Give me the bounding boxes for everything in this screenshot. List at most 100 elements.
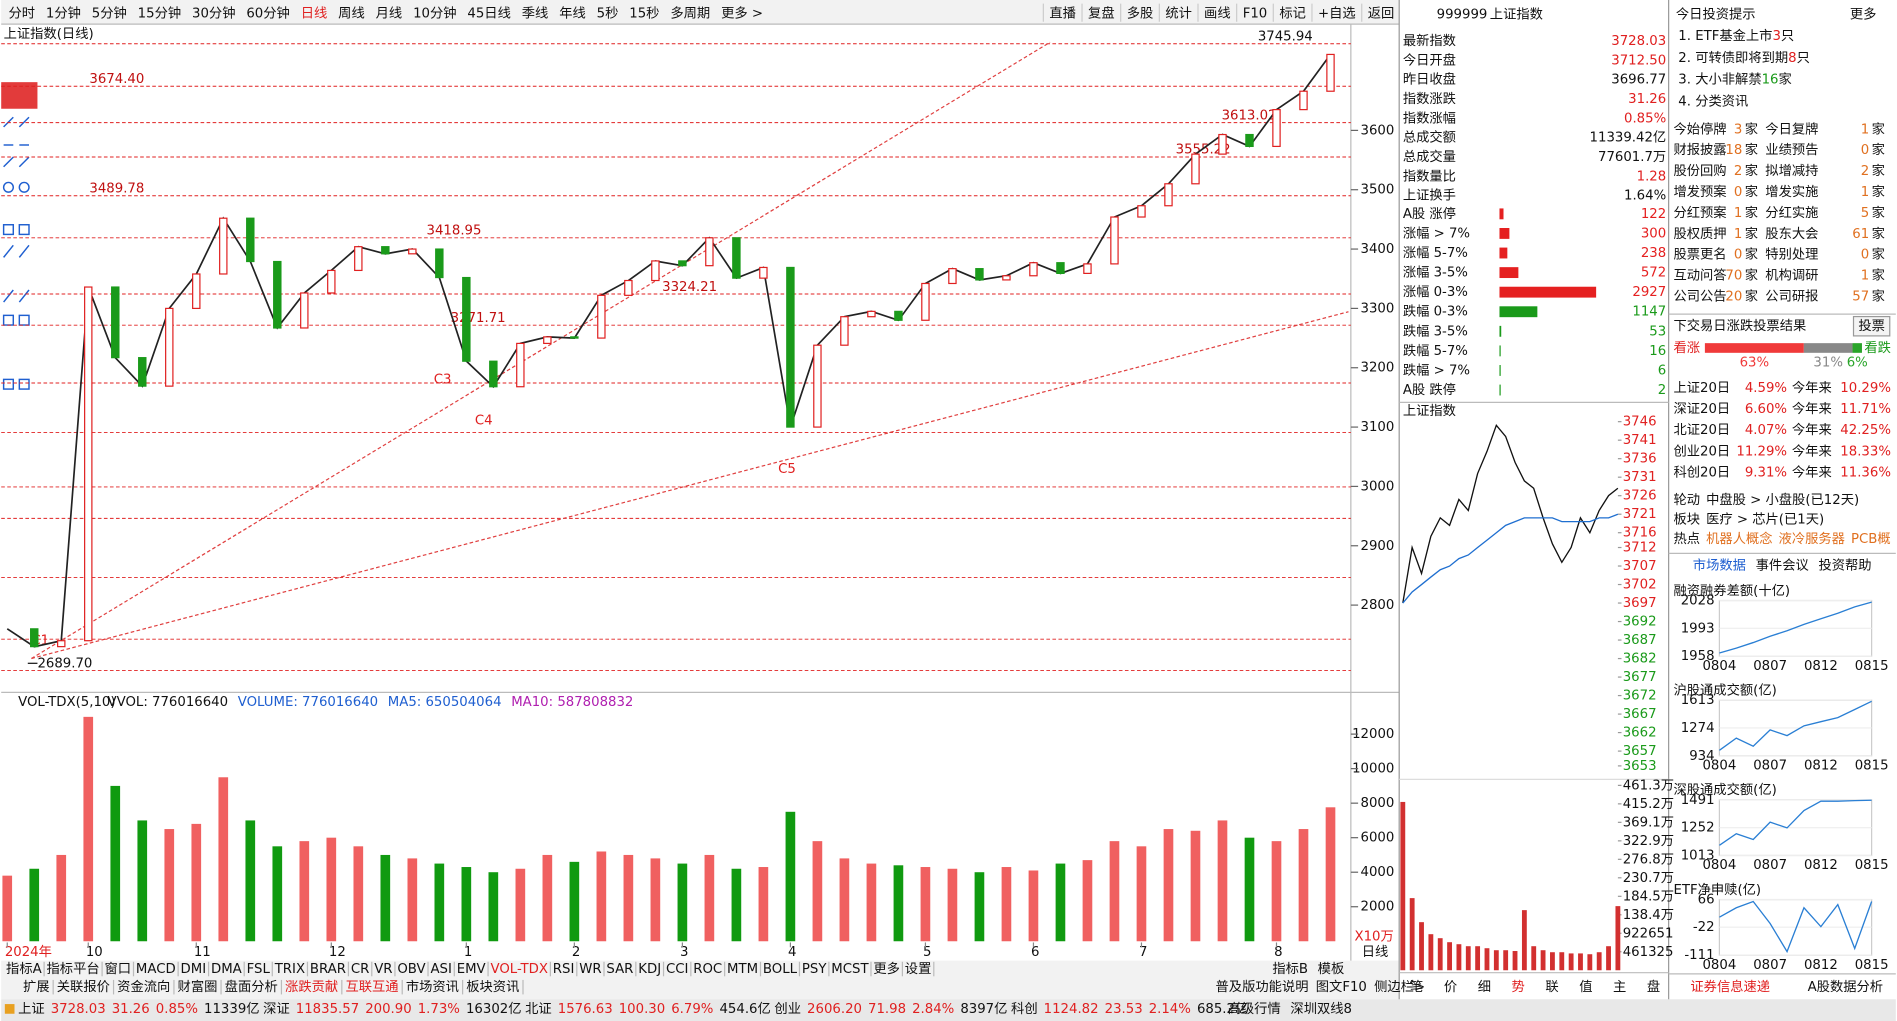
ext-tab[interactable]: 互联互通 [345,979,398,995]
more-link[interactable]: 更多 [1850,5,1877,22]
ext-tab[interactable]: 扩展 [23,979,50,995]
status-link[interactable]: 高级行情 [1228,1000,1281,1017]
ext-tab[interactable]: 关联报价 [57,979,110,995]
ext-tab[interactable]: 板块资讯 [466,979,519,995]
panel-title: 今日投资提示 [1676,6,1756,22]
period-tab[interactable]: 60分钟 [246,4,289,21]
period-tab[interactable]: 年线 [559,5,586,21]
ext-tab[interactable]: 涨跌贡献 [285,979,338,995]
indicator-tab[interactable]: BRAR [310,962,346,977]
data-tab[interactable]: 市场数据 [1693,556,1746,573]
indicator-tab[interactable]: 指标B [1272,961,1308,977]
ext-tab[interactable]: 盘面分析 [225,978,278,995]
indicator-tab[interactable]: DMI [181,962,207,977]
footer-tab[interactable]: 证券信息速递 [1690,978,1770,995]
tip-item: 只 [1781,29,1794,44]
data-tab[interactable]: 投资帮助 [1818,557,1871,573]
x-tick-label: 12 [329,945,346,960]
period-tab[interactable]: 分时 [8,5,35,21]
tool-button[interactable]: F10 [1243,6,1268,21]
mini-tab[interactable]: 值 [1579,979,1592,995]
indicator-tab[interactable]: PSY [802,962,827,977]
indicator-tab[interactable]: VOL-TDX [490,962,547,977]
tool-button[interactable]: 标记 [1279,5,1306,21]
indicator-tab[interactable]: 更多 [873,960,900,977]
vote-button-label[interactable]: 投票 [1858,318,1885,334]
volume-bar [650,858,661,942]
mini-tab[interactable]: 势 [1512,979,1525,995]
mini-tab[interactable]: 价 [1444,980,1457,995]
tip-item[interactable]: 2. 可转债即将到期 [1678,50,1788,66]
tool-button[interactable]: +自选 [1318,5,1356,21]
tool-button[interactable]: 统计 [1165,5,1192,21]
period-tab[interactable]: 30分钟 [192,4,235,21]
period-tab[interactable]: 月线 [376,5,403,21]
tip-item[interactable]: 3. 大小非解禁 [1678,72,1761,88]
period-tab[interactable]: 5秒 [597,5,619,21]
y2-tick-label: 922651 [1623,926,1674,941]
vote-button[interactable] [1852,315,1891,337]
mini-tab[interactable]: 盘 [1647,978,1660,995]
candle [327,269,336,294]
indicator-tab[interactable]: 指标A [6,961,42,977]
indicator-tab[interactable]: OBV [397,962,425,977]
period-tab[interactable]: 1分钟 [46,4,81,21]
tool-button[interactable]: 直播 [1049,5,1076,21]
indicator-tab[interactable]: DMA [211,962,242,977]
status-link[interactable]: 深圳双线8 [1290,1001,1352,1017]
event-count: 57 [1852,290,1869,305]
indicator-tab[interactable]: TRIX [274,962,305,977]
ext-link[interactable]: 普及版功能说明 [1216,979,1309,995]
mini-tab[interactable]: 细 [1478,979,1491,995]
indicator-tab[interactable]: ASI [430,962,451,977]
tool-button[interactable]: 返回 [1368,5,1395,21]
indicator-tab[interactable]: FSL [247,962,271,977]
data-tab[interactable]: 事件会议 [1756,557,1809,573]
indicator-tab[interactable]: 模板 [1318,961,1345,977]
event-unit: 家 [1872,204,1885,221]
ext-tab[interactable]: 财富圈 [178,978,218,995]
indicator-tab[interactable]: 指标平台 [47,961,100,977]
indicator-tab[interactable]: ROC [693,962,722,977]
indicator-tab[interactable]: MTM [727,962,758,977]
indicator-tab[interactable]: MACD [136,962,176,977]
period-tab[interactable]: 多周期 [670,4,710,21]
indicator-tab[interactable]: 窗口 [105,960,132,977]
indicator-tab[interactable]: KDJ [638,962,661,977]
x-tick-label: 0807 [1753,958,1787,973]
indicator-tab[interactable]: VR [374,962,392,977]
annotation: 3418.95 [427,224,482,239]
mini-tab[interactable]: 联 [1545,979,1558,995]
indicator-tab[interactable]: BOLL [763,962,798,977]
mini-tab[interactable]: 主 [1613,979,1626,995]
period-tab[interactable]: 更多 > [721,4,763,21]
indicator-tab[interactable]: CCI [666,962,688,977]
period-tab[interactable]: 5分钟 [92,4,127,21]
ext-tab[interactable]: 资金流向 [117,979,170,995]
footer-tab[interactable]: A股数据分析 [1808,979,1884,995]
period-tab[interactable]: 15分钟 [138,4,181,21]
ext-link[interactable]: 图文F10 [1316,979,1367,995]
indicator-tab[interactable]: 设置 [905,961,932,977]
period-tab[interactable]: 45日线 [467,5,510,21]
indicator-tab[interactable]: RSI [553,962,575,977]
ext-link[interactable]: 侧边栏> [1374,979,1425,995]
tip-item[interactable]: 1. ETF基金上市 [1678,27,1772,44]
period-tab[interactable]: 周线 [338,5,365,21]
indicator-tab[interactable]: CR [351,962,370,977]
tool-button[interactable]: 画线 [1204,5,1231,21]
tool-button[interactable]: 多股 [1127,4,1154,21]
period-tab[interactable]: 15秒 [629,5,659,21]
indicator-tab[interactable]: MCST [831,962,869,977]
indicator-tab[interactable]: EMV [457,962,486,977]
ext-tab[interactable]: 市场资讯 [406,978,459,995]
period-tab[interactable]: 季线 [522,5,549,21]
period-tab[interactable]: 10分钟 [413,4,456,21]
period-tab[interactable]: 日线 [301,5,328,21]
mini-tab[interactable]: 笔 [1410,979,1423,995]
indicator-tab[interactable]: SAR [606,962,633,977]
event-label: 股权质押 [1673,225,1726,242]
tip-item[interactable]: 4. 分类资讯 [1678,93,1748,109]
tool-button[interactable]: 复盘 [1088,4,1115,21]
indicator-tab[interactable]: WR [579,962,601,977]
